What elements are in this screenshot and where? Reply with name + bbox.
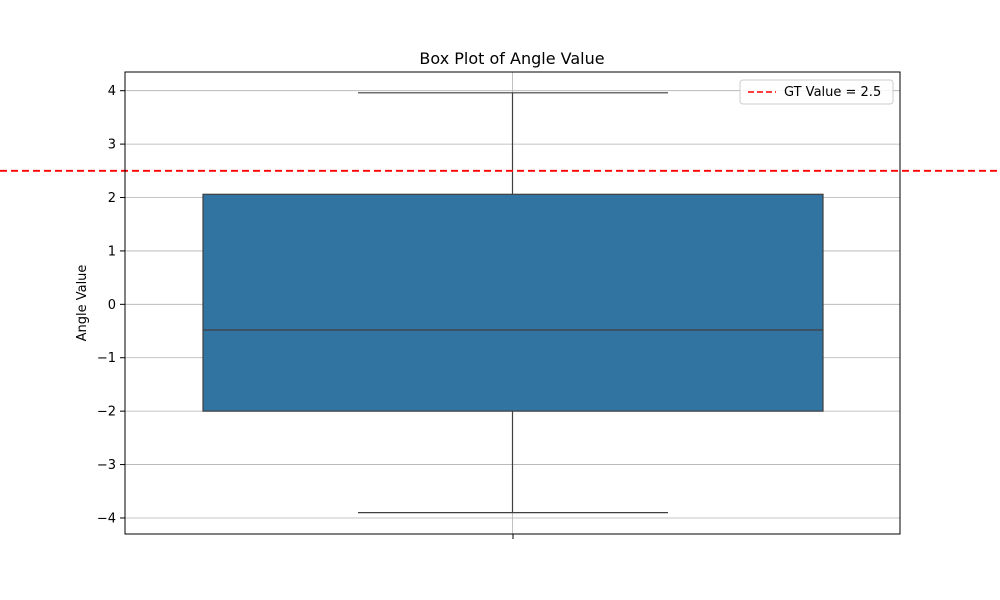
y-tick-label: 1 xyxy=(108,244,116,259)
legend-frame xyxy=(739,79,894,105)
box-group xyxy=(202,92,824,514)
y-tick-label: 2 xyxy=(108,191,116,206)
y-tick-label: 3 xyxy=(108,138,116,153)
y-tick-label: −3 xyxy=(97,458,116,473)
y-tick-label: −4 xyxy=(97,511,116,526)
legend-label: GT Value = 2.5 xyxy=(784,85,881,100)
y-tick-label: −1 xyxy=(97,351,116,366)
y-tick-label: −2 xyxy=(97,405,116,420)
legend: GT Value = 2.5 xyxy=(739,79,894,105)
y-tick-label: 0 xyxy=(108,298,116,313)
box-iqr xyxy=(202,193,824,412)
y-axis-ticks: 4 3 2 1 0 −1 −2 −3 −4 xyxy=(97,84,125,526)
y-axis-label: Angle Value xyxy=(75,265,90,342)
chart-title: Box Plot of Angle Value xyxy=(419,49,604,68)
y-tick-label: 4 xyxy=(108,84,116,99)
